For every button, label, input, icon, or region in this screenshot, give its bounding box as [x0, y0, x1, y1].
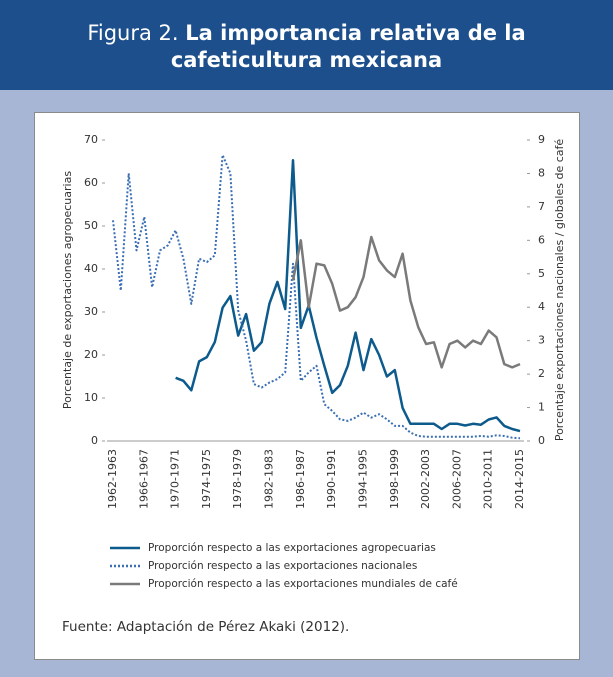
panel: [34, 112, 580, 660]
chart-title: La importancia relativa de la cafeticult…: [170, 21, 526, 72]
series-line: [112, 154, 521, 440]
source: Fuente: Adaptación de Pérez Akaki (2012)…: [62, 619, 349, 635]
x-tick-label: 1970-1971: [169, 449, 182, 509]
y-axis-label: Porcentaje de exportaciones agropecuaria…: [61, 171, 74, 409]
series-line: [175, 158, 521, 433]
y-tick-label: 0: [91, 434, 98, 447]
x-tick-label: 1982-1983: [263, 449, 276, 509]
header: Figura 2. La importancia relativa de la …: [0, 0, 613, 90]
y2-tick-label: 8: [538, 166, 545, 179]
figure-label: Figura 2.: [87, 21, 179, 45]
x-tick-label: 1978-1979: [231, 449, 244, 509]
x-tick-label: 2006-2007: [450, 449, 463, 509]
x-tick-label: 2010-2011: [482, 449, 495, 509]
y2-tick-label: 4: [538, 300, 545, 313]
x-tick-label: 1986-1987: [294, 449, 307, 509]
y2-tick-label: 3: [538, 334, 545, 347]
x-tick-label: 2002-2003: [419, 449, 432, 509]
legend-label: Proporción respecto a las exportaciones …: [148, 542, 436, 554]
x-tick-label: 2014-2015: [513, 449, 526, 509]
y-tick-label: 70: [84, 133, 98, 146]
x-tick-label: 1966-1967: [137, 449, 150, 509]
y-tick-label: 60: [84, 176, 98, 189]
x-tick-label: 1998-1999: [388, 449, 401, 509]
legend-label: Proporción respecto a las exportaciones …: [148, 560, 417, 572]
y2-tick-label: 9: [538, 133, 545, 146]
y2-tick-label: 6: [538, 233, 545, 246]
y-tick-label: 10: [84, 391, 98, 404]
series-line: [291, 235, 521, 369]
x-tick-label: 1962-1963: [106, 449, 119, 509]
x-tick-label: 1974-1975: [200, 449, 213, 509]
legend-label: Proporción respecto a las exportaciones …: [148, 578, 458, 590]
y2-tick-label: 7: [538, 200, 545, 213]
y-tick-label: 30: [84, 305, 98, 318]
y-tick-label: 20: [84, 348, 98, 361]
x-tick-label: 1994-1995: [356, 449, 369, 509]
y2-tick-label: 1: [538, 401, 545, 414]
y2-tick-label: 2: [538, 367, 545, 380]
x-tick-label: 1990-1991: [325, 449, 338, 509]
y-tick-label: 40: [84, 262, 98, 275]
y2-tick-label: 5: [538, 267, 545, 280]
y2-axis-label: Porcentaje exportaciones nacionales / gl…: [553, 139, 566, 442]
y2-tick-label: 0: [538, 434, 545, 447]
y-tick-label: 50: [84, 219, 98, 232]
